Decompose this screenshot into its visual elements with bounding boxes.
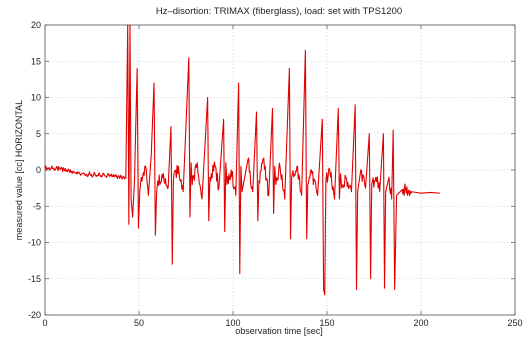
y-tick-label: 15 bbox=[31, 56, 41, 66]
series-line bbox=[44, 24, 440, 296]
y-tick-label: -5 bbox=[33, 201, 41, 211]
x-tick-label: 250 bbox=[507, 318, 522, 328]
x-tick-label: 50 bbox=[134, 318, 144, 328]
x-tick-label: 200 bbox=[413, 318, 428, 328]
y-tick-label: -20 bbox=[28, 310, 41, 320]
y-tick-label: 10 bbox=[31, 93, 41, 103]
x-axis-title: observation time [sec] bbox=[235, 326, 323, 336]
x-tick-label: 150 bbox=[319, 318, 334, 328]
y-axis-title: measured value [cc] HORIZONTAL bbox=[14, 100, 24, 240]
y-tick-label: 0 bbox=[36, 165, 41, 175]
series-layer bbox=[44, 24, 440, 296]
x-tick-label: 100 bbox=[225, 318, 240, 328]
y-tick-label: -10 bbox=[28, 238, 41, 248]
chart-title: Hz–disortion: TRIMAX (fiberglass), load:… bbox=[156, 6, 402, 17]
x-tick-label: 0 bbox=[42, 318, 47, 328]
tick-layer: 0 50 100 150 200 250 -20 -15 -10 -5 0 5 10 15 20 bbox=[28, 20, 523, 328]
y-tick-label: 20 bbox=[31, 20, 41, 30]
y-tick-label: 5 bbox=[36, 129, 41, 139]
y-tick-label: -15 bbox=[28, 274, 41, 284]
